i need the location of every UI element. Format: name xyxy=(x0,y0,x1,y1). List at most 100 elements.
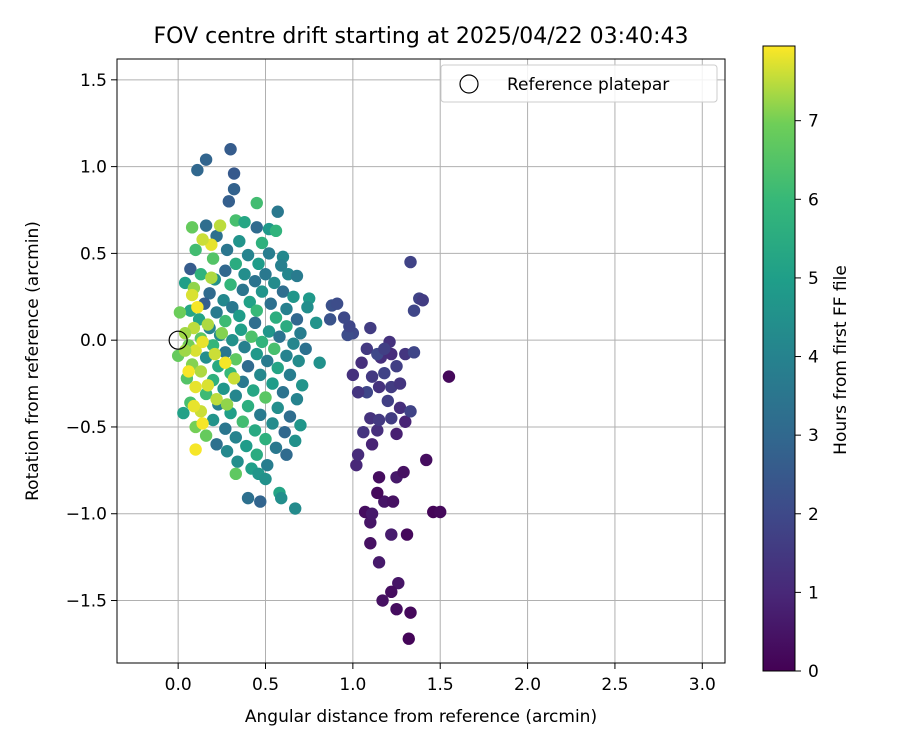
scatter-point xyxy=(266,417,279,430)
y-tick-label: 1.5 xyxy=(80,71,107,91)
scatter-point xyxy=(226,300,239,314)
scatter-point xyxy=(199,219,213,232)
scatter-point xyxy=(372,556,386,569)
scatter-point xyxy=(248,274,262,288)
x-tick-label: 2.0 xyxy=(514,675,541,695)
scatter-point xyxy=(416,294,429,307)
y-tick-label: 1.0 xyxy=(80,158,107,178)
scatter-point xyxy=(280,448,293,461)
scatter-point xyxy=(278,425,291,439)
scatter-point xyxy=(236,283,249,297)
scatter-point xyxy=(219,314,232,328)
scatter-point xyxy=(420,453,433,467)
scatter-point xyxy=(323,313,337,326)
scatter-point xyxy=(213,219,227,232)
scatter-point xyxy=(390,360,403,373)
scatter-point xyxy=(236,415,249,428)
scatter-point xyxy=(280,302,293,316)
scatter-point xyxy=(205,271,218,284)
scatter-point xyxy=(269,311,283,324)
scatter-point xyxy=(434,505,447,519)
scatter-points xyxy=(171,143,456,645)
scatter-point xyxy=(365,370,379,383)
scatter-point xyxy=(372,380,386,394)
scatter-point xyxy=(376,594,389,607)
scatter-point xyxy=(250,347,263,361)
y-tick-label: 0.5 xyxy=(80,244,107,264)
scatter-point xyxy=(219,346,232,359)
colorbar-tick-label: 4 xyxy=(808,348,819,368)
scatter-point xyxy=(266,377,279,390)
colorbar-ticks: 0 1 2 3 4 5 6 7 xyxy=(795,112,819,682)
x-tick-label: 0.0 xyxy=(165,675,192,695)
scatter-point xyxy=(194,365,208,378)
scatter-point xyxy=(220,398,234,411)
scatter-point xyxy=(227,167,241,180)
scatter-point xyxy=(364,321,377,335)
scatter-point xyxy=(360,342,374,356)
scatter-point xyxy=(275,491,288,505)
scatter-point xyxy=(365,507,379,520)
colorbar-label: Hours from first FF file xyxy=(831,265,851,455)
scatter-point xyxy=(241,399,255,413)
scatter-point xyxy=(241,360,255,373)
scatter-point xyxy=(400,528,414,541)
scatter-point xyxy=(189,380,202,394)
scatter-point xyxy=(247,384,260,397)
scatter-point xyxy=(386,495,400,508)
scatter-point xyxy=(261,354,274,368)
colorbar-tick-label: 7 xyxy=(808,112,819,132)
scatter-point xyxy=(290,392,304,406)
scatter-point xyxy=(241,248,255,262)
scatter-point xyxy=(220,445,234,458)
scatter-point xyxy=(259,472,272,486)
x-tick-label: 2.5 xyxy=(601,675,628,695)
scatter-point xyxy=(337,311,351,324)
scatter-point xyxy=(250,304,263,317)
scatter-point xyxy=(229,431,243,444)
y-tick-label: 0.0 xyxy=(80,331,107,351)
scatter-point xyxy=(234,323,248,336)
scatter-point xyxy=(219,356,232,369)
scatter-point xyxy=(238,340,251,354)
scatter-point xyxy=(292,354,305,368)
scatter-point xyxy=(357,425,370,439)
legend: Reference platepar xyxy=(440,64,718,103)
scatter-point xyxy=(407,346,421,359)
scatter-point xyxy=(255,285,269,298)
scatter-point xyxy=(199,429,213,442)
scatter-point xyxy=(226,333,239,347)
scatter-point xyxy=(269,224,283,238)
scatter-point xyxy=(290,313,304,326)
scatter-point xyxy=(371,486,384,500)
colorbar-tick-label: 3 xyxy=(808,426,819,446)
colorbar-tick-label: 1 xyxy=(808,583,819,603)
scatter-point xyxy=(210,306,223,319)
scatter-point xyxy=(365,438,379,451)
scatter-point xyxy=(250,196,263,210)
scatter-point xyxy=(378,366,391,380)
scatter-point xyxy=(196,233,209,246)
scatter-point xyxy=(185,288,199,302)
scatter-point xyxy=(250,448,263,461)
scatter-point xyxy=(385,585,398,599)
scatter-point xyxy=(262,325,276,338)
y-axis-label: Rotation from reference (arcmin) xyxy=(23,221,43,501)
scatter-point xyxy=(178,327,192,340)
scatter-point xyxy=(407,304,421,317)
scatter-point xyxy=(255,335,269,349)
scatter-point xyxy=(351,386,365,399)
scatter-point xyxy=(224,143,237,156)
scatter-point xyxy=(229,257,243,271)
legend-box xyxy=(440,64,718,103)
scatter-point xyxy=(261,458,274,472)
scatter-point xyxy=(271,401,284,415)
scatter-point xyxy=(275,259,288,272)
scatter-point xyxy=(208,347,222,361)
scatter-point xyxy=(187,399,201,413)
scatter-point xyxy=(283,368,297,382)
scatter-point xyxy=(241,491,255,505)
colorbar-tick-label: 5 xyxy=(808,269,819,289)
scatter-point xyxy=(215,327,229,340)
